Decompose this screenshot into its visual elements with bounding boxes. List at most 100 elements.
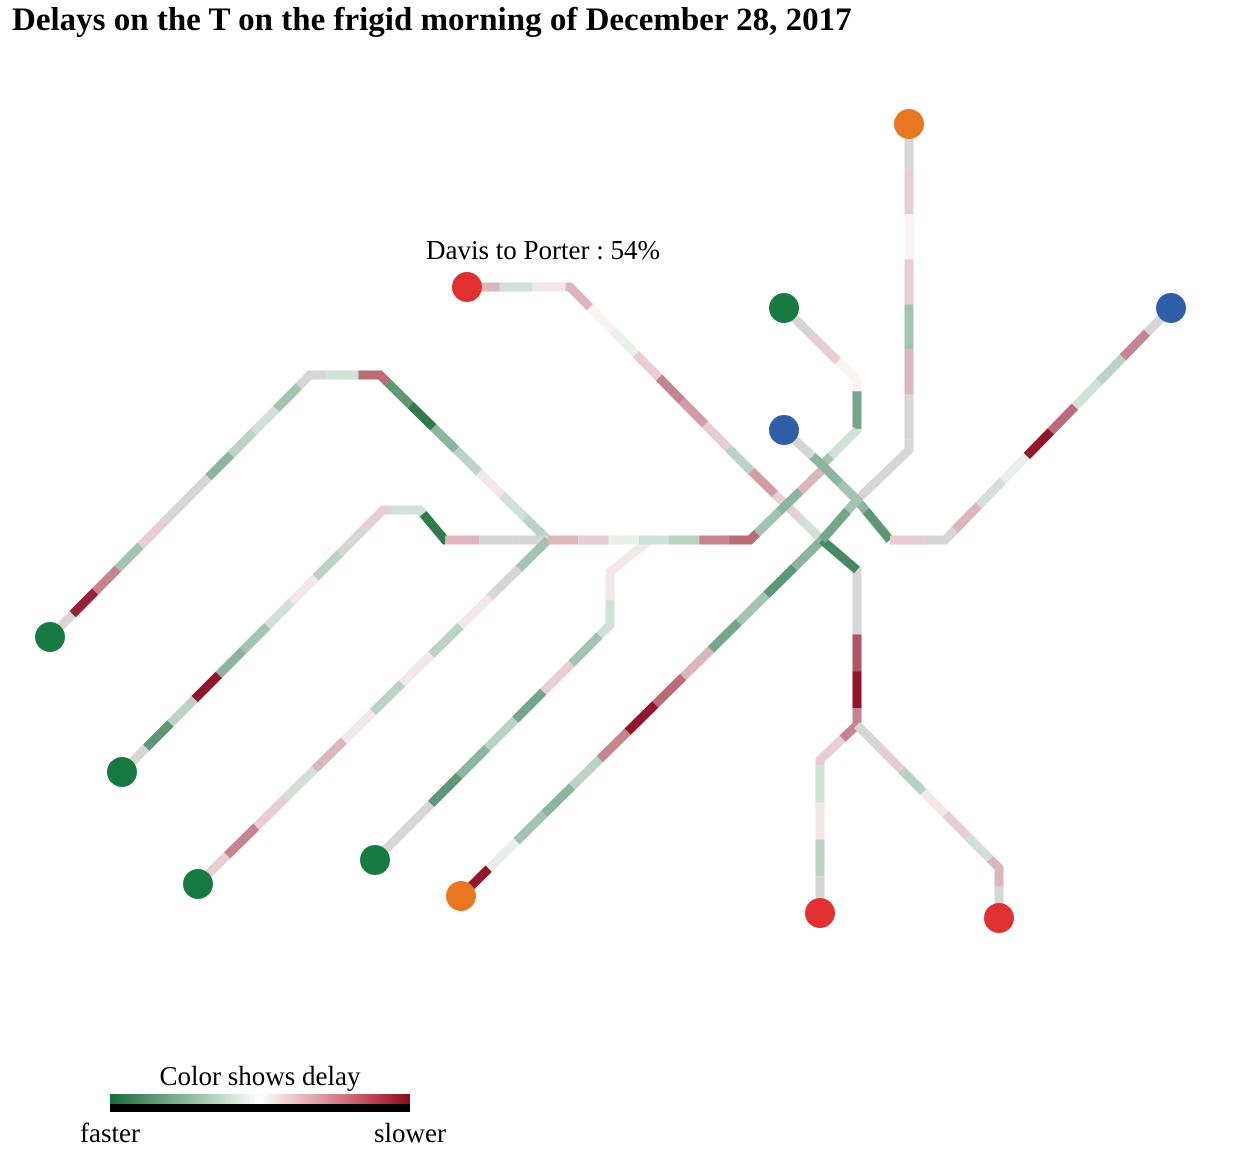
green-line-b-segment[interactable] xyxy=(430,424,460,454)
red-line-braintree-segment[interactable] xyxy=(898,766,927,796)
red-line-alewife-segment[interactable] xyxy=(655,374,686,405)
orange-line-forest-hills-segment[interactable] xyxy=(707,618,742,653)
green-line-b-segment[interactable] xyxy=(407,401,437,431)
orange-line-forest-hills-segment[interactable] xyxy=(513,810,548,845)
green-line-c-segment[interactable] xyxy=(239,623,271,654)
green-line-e-segment[interactable] xyxy=(427,772,463,808)
blue-line-wonderland-terminal[interactable] xyxy=(1156,293,1186,323)
green-line-b-segment[interactable] xyxy=(182,474,212,504)
green-line-c-terminal[interactable] xyxy=(107,757,137,787)
red-line-alewife-terminal[interactable] xyxy=(452,272,482,302)
red-line-braintree-terminal[interactable] xyxy=(984,903,1014,933)
red-line-ashmont-terminal[interactable] xyxy=(805,898,835,928)
green-line-c-segment[interactable] xyxy=(288,574,319,606)
orange-line-oak-grove-segment[interactable] xyxy=(880,439,914,478)
orange-line-forest-hills-segment[interactable] xyxy=(485,838,520,872)
green-line-lechmere-segment[interactable] xyxy=(827,426,862,460)
green-line-d-segment[interactable] xyxy=(282,766,318,802)
green-line-d-segment[interactable] xyxy=(253,794,289,830)
green-line-e-segment[interactable] xyxy=(456,744,491,779)
green-line-c-segment[interactable] xyxy=(167,695,198,727)
blue-line-wonderland-segment[interactable] xyxy=(1023,428,1055,460)
green-line-e-segment[interactable] xyxy=(596,600,615,639)
red-line-braintree-segment[interactable] xyxy=(853,721,883,751)
green-line-b-segment[interactable] xyxy=(273,383,303,413)
red-line-alewife-segment[interactable] xyxy=(565,282,594,311)
green-line-lechmere-terminal[interactable] xyxy=(769,293,799,323)
red-line-alewife-segment[interactable] xyxy=(795,513,826,544)
green-line-b-segment[interactable] xyxy=(453,446,483,476)
green-line-lechmere-segment[interactable] xyxy=(862,507,894,543)
red-line-braintree-segment[interactable] xyxy=(920,788,949,818)
green-line-trunk-segment[interactable] xyxy=(797,466,826,495)
green-line-b-segment[interactable] xyxy=(250,405,280,435)
blue-line-wonderland-segment[interactable] xyxy=(975,477,1006,509)
green-line-c-segment[interactable] xyxy=(312,550,344,581)
green-line-c-segment[interactable] xyxy=(264,598,295,630)
green-line-c-segment[interactable] xyxy=(215,647,247,678)
green-line-b-segment[interactable] xyxy=(205,451,235,481)
green-line-c-segment[interactable] xyxy=(143,720,174,751)
green-line-c-segment[interactable] xyxy=(360,505,391,533)
orange-line-forest-hills-segment[interactable] xyxy=(679,646,715,681)
green-line-b-segment[interactable] xyxy=(227,428,257,458)
red-line-ashmont-segment[interactable] xyxy=(815,735,846,766)
red-line-alewife-segment[interactable] xyxy=(701,421,732,452)
green-line-b-terminal[interactable] xyxy=(35,622,65,652)
green-line-trunk-segment[interactable] xyxy=(775,487,804,516)
green-line-b-segment[interactable] xyxy=(114,542,144,572)
blue-line-wonderland-segment[interactable] xyxy=(924,526,958,545)
green-line-b-segment[interactable] xyxy=(499,491,529,521)
green-line-b-segment[interactable] xyxy=(384,379,414,409)
orange-line-forest-hills-segment[interactable] xyxy=(624,701,659,735)
green-line-d-terminal[interactable] xyxy=(183,869,213,899)
green-line-lechmere-segment[interactable] xyxy=(834,358,862,392)
red-line-alewife-segment[interactable] xyxy=(609,327,640,358)
green-line-d-segment[interactable] xyxy=(369,680,406,716)
green-line-e-segment[interactable] xyxy=(484,716,519,751)
green-line-b-segment[interactable] xyxy=(159,497,189,527)
blue-line-bowdoin-segment[interactable] xyxy=(836,479,864,514)
green-line-d-segment[interactable] xyxy=(399,651,435,687)
orange-line-forest-hills-segment[interactable] xyxy=(763,564,798,598)
blue-line-wonderland-segment[interactable] xyxy=(1071,378,1103,410)
orange-line-forest-hills-terminal[interactable] xyxy=(446,881,476,911)
red-line-braintree-segment[interactable] xyxy=(942,811,971,840)
green-line-lechmere-segment[interactable] xyxy=(807,331,842,365)
green-line-d-segment[interactable] xyxy=(457,594,493,630)
green-line-e-segment[interactable] xyxy=(568,632,603,667)
green-line-d-segment[interactable] xyxy=(340,708,377,744)
green-line-c-segment[interactable] xyxy=(336,525,368,557)
green-line-d-segment[interactable] xyxy=(311,737,347,773)
red-line-alewife-segment[interactable] xyxy=(748,467,779,498)
orange-line-forest-hills-segment[interactable] xyxy=(568,755,604,790)
green-line-c-segment[interactable] xyxy=(191,671,223,703)
blue-line-bowdoin-segment[interactable] xyxy=(809,452,844,487)
blue-line-wonderland-segment[interactable] xyxy=(951,502,982,534)
red-line-alewife-segment[interactable] xyxy=(586,304,617,334)
green-line-b-segment[interactable] xyxy=(358,370,391,386)
orange-line-oak-grove-terminal[interactable] xyxy=(894,109,924,139)
red-line-ashmont-segment[interactable] xyxy=(839,708,862,742)
blue-line-wonderland-segment[interactable] xyxy=(1047,403,1079,435)
green-line-d-segment[interactable] xyxy=(515,536,552,572)
green-line-e-segment[interactable] xyxy=(540,660,575,695)
green-line-b-segment[interactable] xyxy=(476,469,506,499)
red-line-braintree-segment[interactable] xyxy=(875,744,905,773)
red-line-braintree-segment[interactable] xyxy=(986,855,1004,887)
blue-line-bowdoin-terminal[interactable] xyxy=(769,415,799,445)
green-line-trunk-segment[interactable] xyxy=(753,508,782,537)
green-line-e-segment[interactable] xyxy=(512,688,547,723)
green-line-e-segment[interactable] xyxy=(605,561,622,601)
blue-line-wonderland-segment[interactable] xyxy=(1095,354,1127,386)
orange-line-center-segment[interactable] xyxy=(819,536,860,574)
green-line-d-segment[interactable] xyxy=(224,823,260,859)
green-line-trunk-segment[interactable] xyxy=(729,530,761,545)
red-line-alewife-segment[interactable] xyxy=(632,351,663,381)
green-line-c-segment[interactable] xyxy=(390,505,427,517)
orange-line-forest-hills-segment[interactable] xyxy=(652,673,687,708)
red-line-alewife-segment[interactable] xyxy=(724,444,755,475)
red-line-alewife-segment[interactable] xyxy=(678,397,709,428)
blue-line-wonderland-segment[interactable] xyxy=(1119,329,1151,361)
green-line-c-segment[interactable] xyxy=(419,510,449,545)
